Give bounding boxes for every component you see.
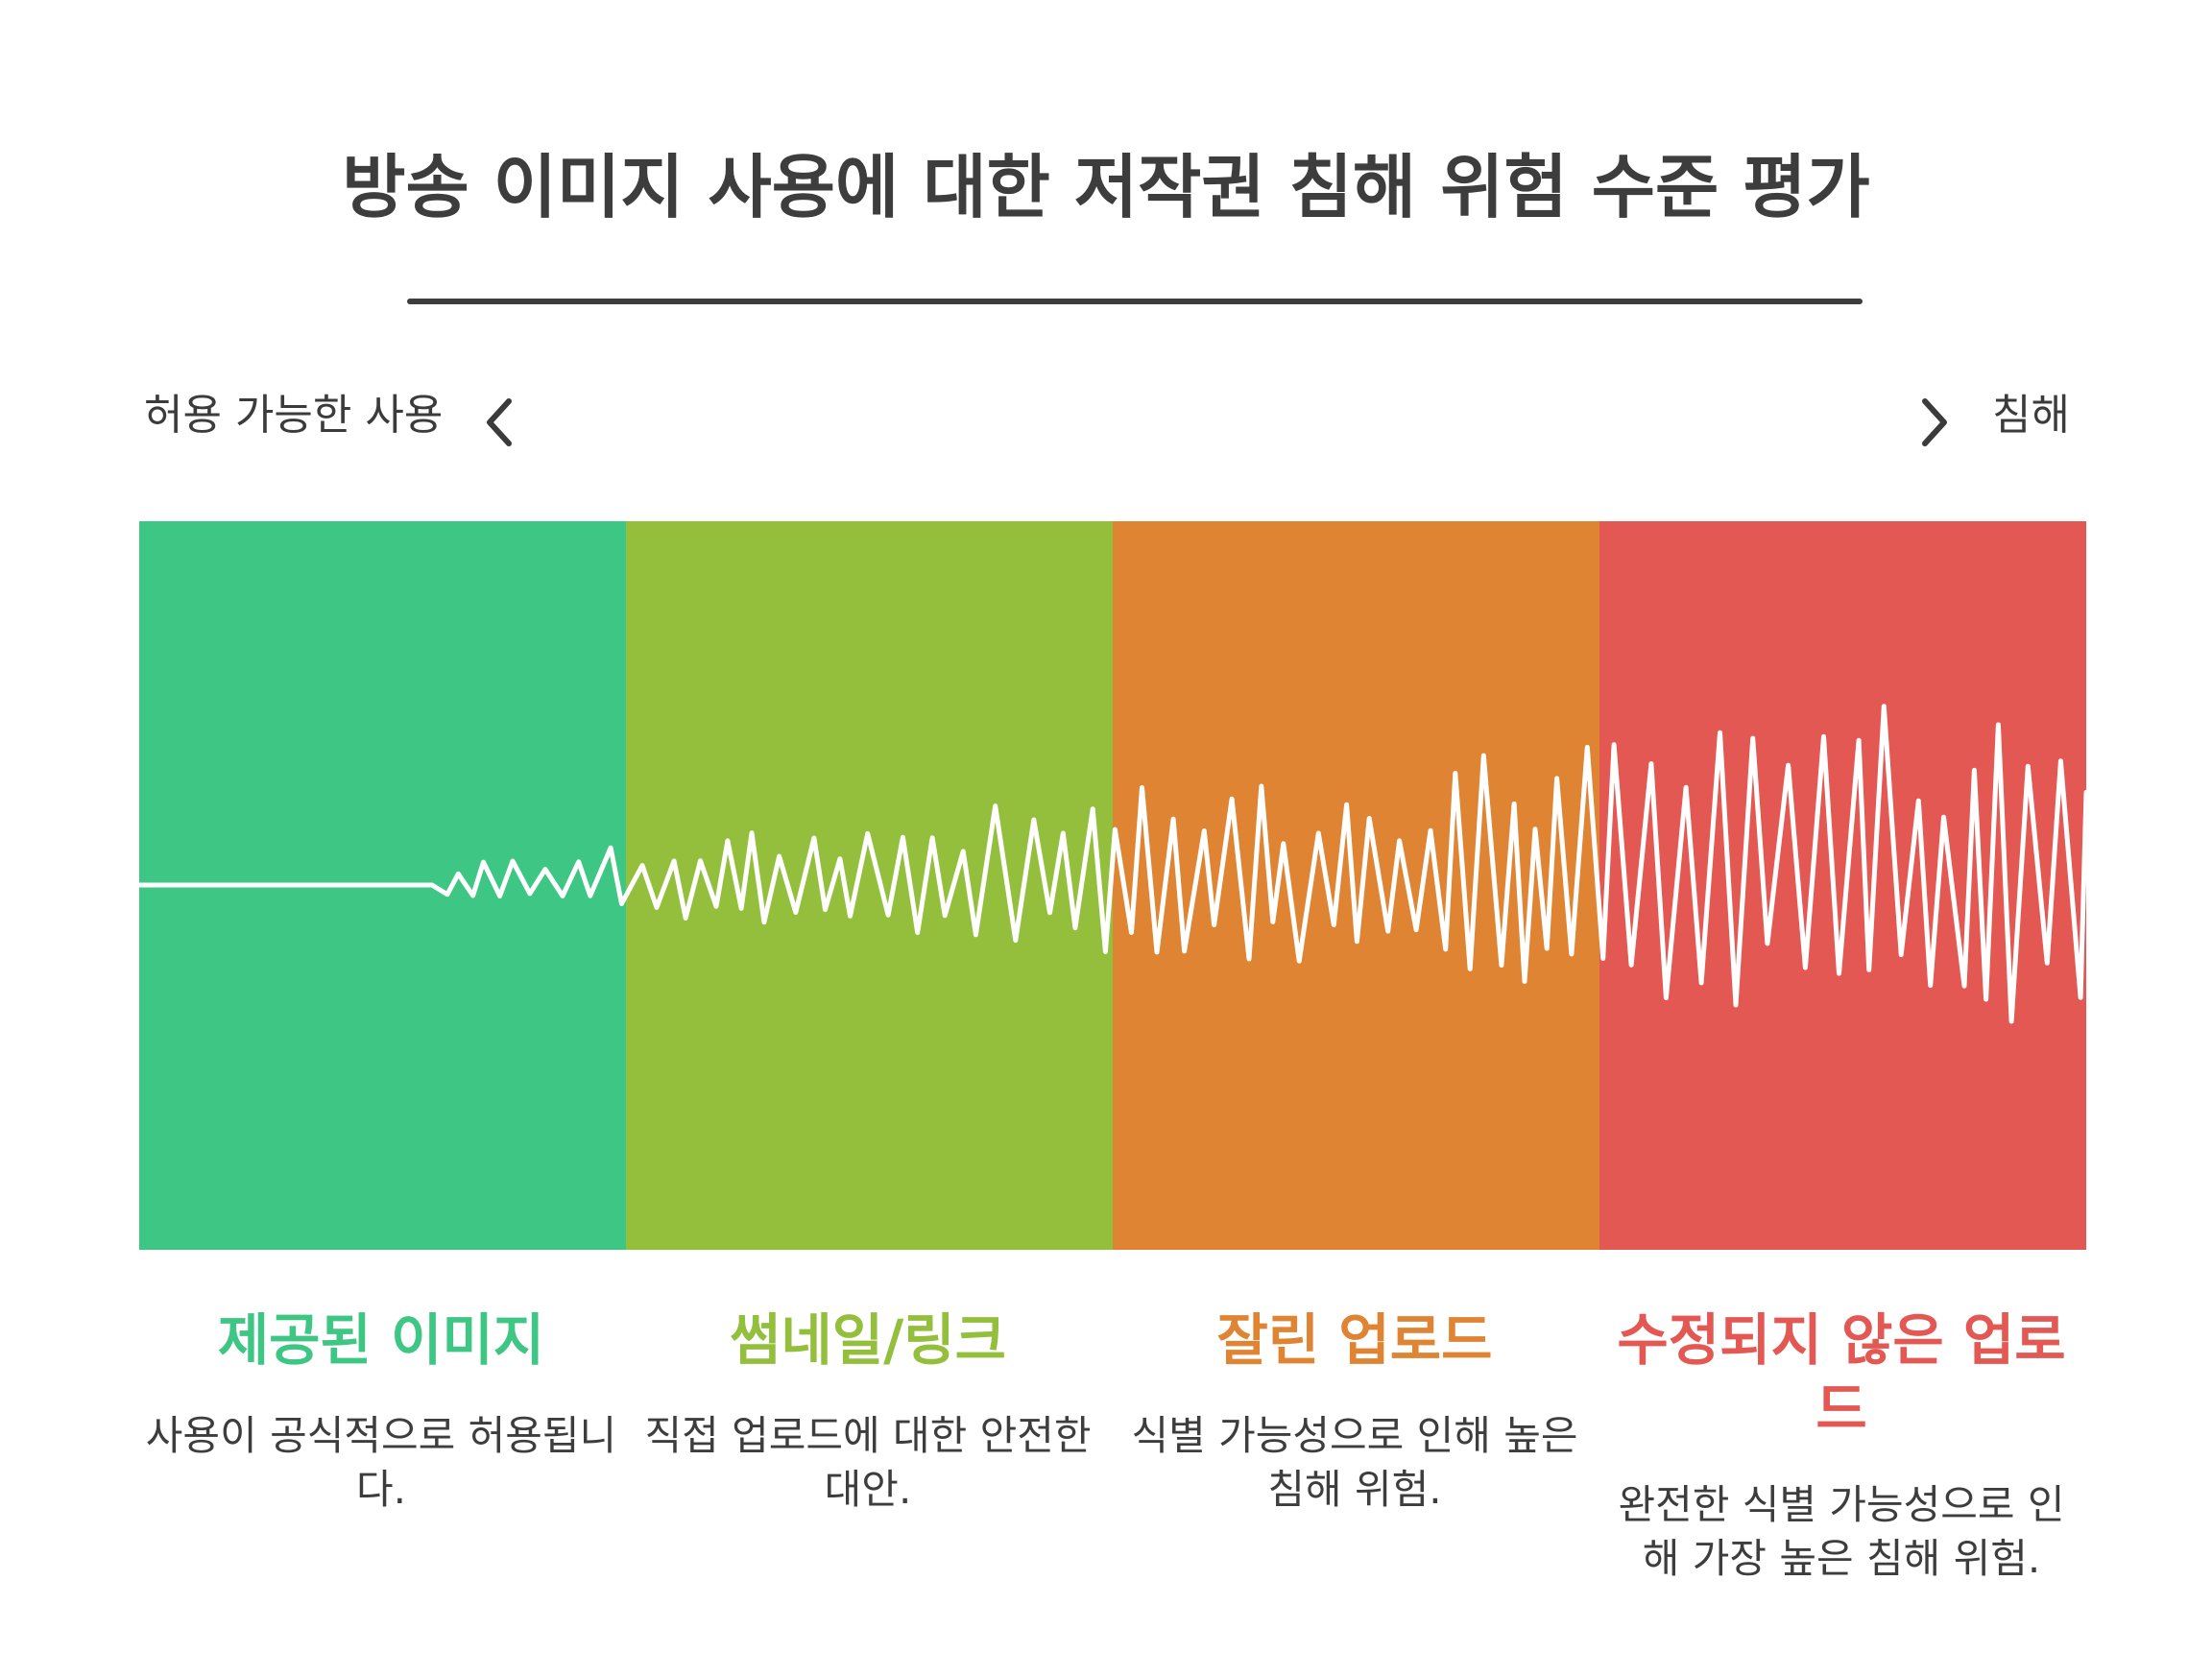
page-title: 방송 이미지 사용에 대한 저작권 침해 위험 수준 평가 <box>342 147 1870 227</box>
level-thumbnail-link: 썸네일/링크 직접 업로드에 대한 안전한 대안. <box>628 1305 1108 1517</box>
level-description: 식별 가능성으로 인해 높은 침해 위험. <box>1131 1412 1578 1513</box>
axis-right-label: 침해 <box>1992 391 2070 440</box>
level-provided-image: 제공된 이미지 사용이 공식적으로 허용됩니다. <box>141 1305 621 1517</box>
level-unmodified-upload: 수정되지 않은 업로드 완전한 식별 가능성으로 인해 가장 높은 침해 위험. <box>1601 1305 2081 1586</box>
level-title: 썸네일/링크 <box>730 1307 1006 1373</box>
risk-waveform <box>139 704 2086 1024</box>
level-title: 제공된 이미지 <box>217 1307 545 1373</box>
level-title: 잘린 업로드 <box>1216 1307 1493 1373</box>
level-description: 완전한 식별 가능성으로 인해 가장 높은 침해 위험. <box>1618 1481 2065 1582</box>
chevron-right-icon <box>1922 398 1947 446</box>
level-title: 수정되지 않은 업로드 <box>1617 1307 2066 1442</box>
level-description: 직접 업로드에 대한 안전한 대안. <box>644 1412 1092 1513</box>
level-description: 사용이 공식적으로 허용됩니다. <box>145 1412 617 1513</box>
level-cropped-upload: 잘린 업로드 식별 가능성으로 인해 높은 침해 위험. <box>1115 1305 1595 1517</box>
title-divider <box>407 299 1863 304</box>
chevron-left-icon <box>487 398 512 446</box>
axis-left-label: 허용 가능한 사용 <box>144 391 444 440</box>
